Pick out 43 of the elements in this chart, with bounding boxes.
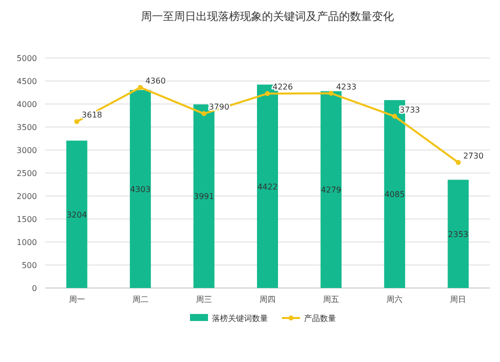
point [456, 160, 461, 165]
x-tick-label: 周六 [386, 295, 403, 304]
chart-title: 周一至周日出现落榜现象的关键词及产品的数量变化 [141, 10, 394, 23]
y-tick-label: 3000 [16, 146, 37, 155]
point [201, 111, 206, 116]
bar [130, 90, 151, 288]
y-tick-label: 2500 [16, 169, 37, 178]
y-tick-label: 5000 [16, 54, 37, 63]
x-tick-label: 周五 [323, 295, 340, 304]
data-label: 4303 [130, 185, 151, 194]
point [328, 90, 334, 96]
y-tick-label: 0 [32, 284, 37, 293]
point [392, 114, 398, 119]
x-tick-label: 周日 [450, 295, 466, 304]
point [74, 119, 80, 124]
data-label: 3204 [66, 210, 87, 220]
data-label: 4233 [336, 82, 356, 92]
x-tick-label: 周一 [68, 295, 85, 304]
data-label: 4360 [145, 76, 166, 86]
x-tick-label: 周三 [196, 295, 212, 304]
y-tick-label: 3500 [16, 123, 37, 132]
y-tick-label: 500 [22, 261, 37, 270]
bar [66, 140, 88, 288]
data-label: 4279 [320, 186, 342, 195]
data-label: 3790 [208, 102, 230, 112]
y-tick-label: 1500 [16, 215, 37, 224]
bar [448, 180, 469, 288]
y-tick-label: 4000 [16, 100, 37, 109]
y-tick-label: 4500 [16, 77, 37, 86]
x-tick-label: 周四 [260, 295, 276, 304]
legend-label: 产品数量 [304, 314, 336, 323]
data-label: 4422 [257, 182, 278, 192]
legend-label: 落榜关键词数量 [212, 314, 268, 323]
x-tick-label: 周二 [132, 295, 148, 304]
data-label: 2730 [463, 151, 484, 160]
point [265, 91, 270, 96]
bar [320, 91, 342, 288]
y-tick-label: 2000 [16, 192, 37, 201]
point [138, 84, 143, 90]
y-tick-label: 1000 [16, 238, 37, 247]
data-label: 2353 [448, 230, 468, 239]
data-label: 3991 [194, 192, 214, 202]
data-label: 4085 [384, 190, 405, 200]
